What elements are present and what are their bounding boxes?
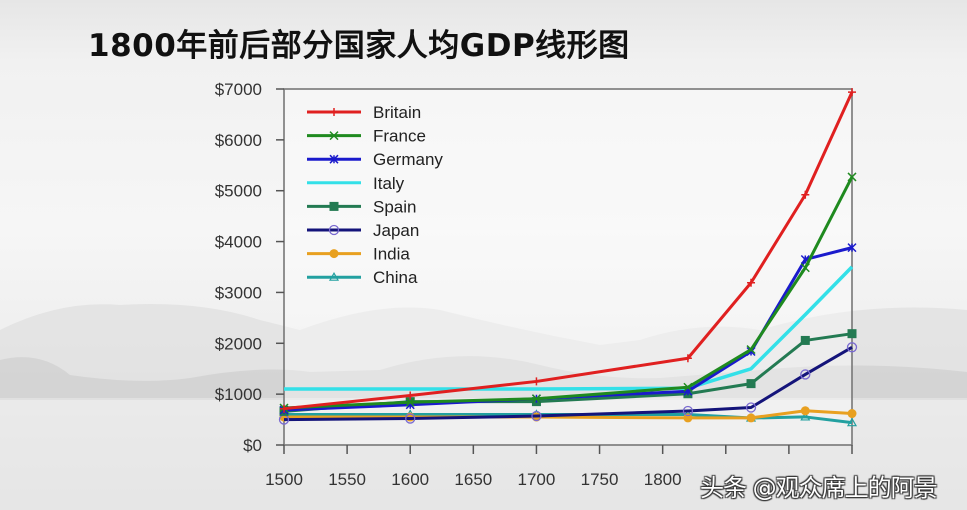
diamond-marker <box>746 413 756 423</box>
legend-label: Italy <box>373 174 405 193</box>
plus-marker <box>406 391 415 400</box>
y-tick-label: $5000 <box>215 182 262 201</box>
x-tick-label: 1750 <box>581 470 619 489</box>
x-tick-label: 1800 <box>644 470 682 489</box>
x-tick-label: 1700 <box>518 470 556 489</box>
y-tick-label: $7000 <box>215 80 262 99</box>
y-tick-label: $6000 <box>215 131 262 150</box>
star-marker <box>329 154 339 164</box>
plot-area <box>283 88 853 446</box>
x-tick-label: 1650 <box>454 470 492 489</box>
x-marker <box>329 131 339 141</box>
series-britain <box>280 88 856 413</box>
circle-marker <box>745 402 757 413</box>
x-tick-label: 1600 <box>391 470 429 489</box>
x-marker <box>683 382 693 392</box>
x-marker <box>746 345 756 355</box>
square-marker <box>800 335 810 345</box>
x-tick-label: 1500 <box>265 470 303 489</box>
series-japan <box>278 342 858 425</box>
series-line <box>283 346 853 422</box>
square-marker <box>847 329 857 339</box>
legend-label: Britain <box>373 103 421 122</box>
legend-label: Germany <box>373 150 443 169</box>
circle-marker <box>531 410 542 422</box>
circle-marker <box>682 405 694 417</box>
y-tick-label: $4000 <box>215 233 262 252</box>
plus-marker <box>280 404 288 413</box>
square-marker <box>329 201 339 211</box>
circle-marker <box>328 224 340 236</box>
watermark: 头条 @观众席上的阿景 <box>700 474 938 502</box>
diamond-marker <box>800 406 810 416</box>
y-tick-label: $1000 <box>215 385 262 404</box>
y-tick-label: $0 <box>243 436 262 455</box>
circle-marker <box>405 413 416 424</box>
circle-marker <box>800 369 811 380</box>
diamond-marker <box>329 249 339 259</box>
legend-label: India <box>373 245 410 264</box>
page-title: 1800年前后部分国家人均GDP线形图 <box>88 28 630 64</box>
y-tick-label: $2000 <box>215 334 262 353</box>
diamond-marker <box>683 413 693 423</box>
legend-label: China <box>373 268 418 287</box>
triangle-marker <box>328 271 340 281</box>
plus-marker <box>683 354 692 363</box>
star-marker <box>847 243 857 253</box>
plus-marker <box>532 377 541 386</box>
series-france <box>279 172 857 413</box>
x-tick-label: 1550 <box>328 470 366 489</box>
y-tick-label: $3000 <box>215 283 262 302</box>
x-marker <box>405 397 415 407</box>
circle-marker <box>846 342 858 353</box>
plus-marker <box>848 88 856 97</box>
x-marker <box>800 263 810 273</box>
square-marker <box>746 379 756 389</box>
legend-label: France <box>373 127 426 146</box>
triangle-marker <box>800 411 811 421</box>
triangle-marker <box>846 417 858 427</box>
legend: Britain France Germany Italy Spain Japan India… <box>307 103 443 287</box>
legend-label: Spain <box>373 197 416 216</box>
x-marker <box>847 172 857 182</box>
plus-marker <box>747 278 756 287</box>
legend-label: Japan <box>373 221 419 240</box>
plus-marker <box>330 108 338 116</box>
diamond-marker <box>847 409 857 419</box>
plus-marker <box>801 190 810 199</box>
x-marker <box>531 394 541 404</box>
